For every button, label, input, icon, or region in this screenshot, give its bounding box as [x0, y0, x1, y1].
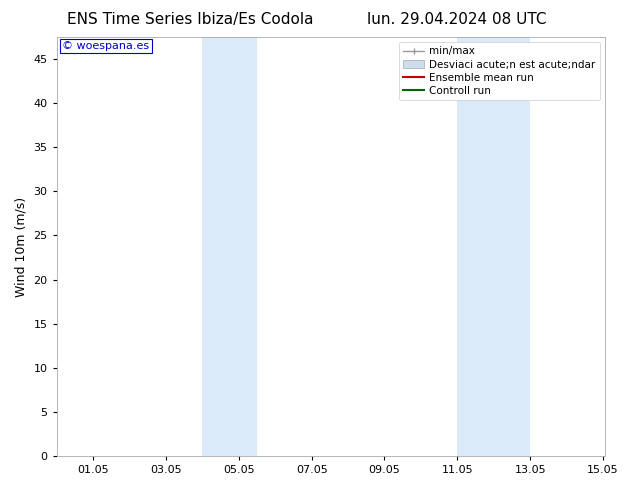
Legend: min/max, Desviaci acute;n est acute;ndar, Ensemble mean run, Controll run: min/max, Desviaci acute;n est acute;ndar…	[399, 42, 600, 100]
Text: © woespana.es: © woespana.es	[62, 41, 150, 51]
Text: ENS Time Series Ibiza/Es Codola: ENS Time Series Ibiza/Es Codola	[67, 12, 313, 27]
Text: lun. 29.04.2024 08 UTC: lun. 29.04.2024 08 UTC	[366, 12, 547, 27]
Bar	[202, 37, 257, 456]
Bar	[457, 37, 530, 456]
Y-axis label: Wind 10m (m/s): Wind 10m (m/s)	[15, 196, 28, 296]
